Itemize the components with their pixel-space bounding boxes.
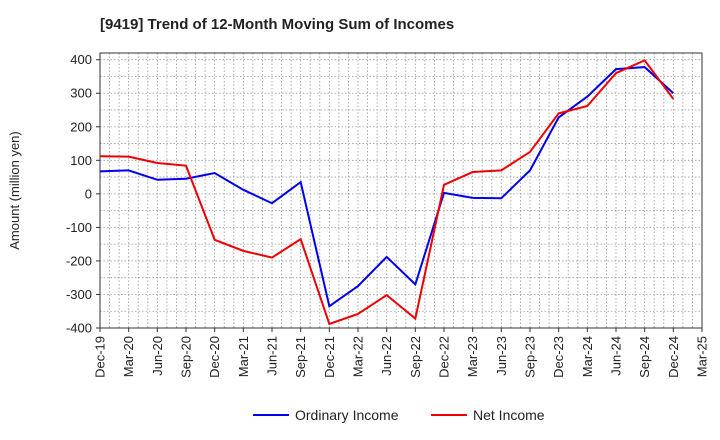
series-line-ordinary-income <box>99 66 675 308</box>
legend-label: Net Income <box>473 407 545 423</box>
legend-label: Ordinary Income <box>295 407 399 423</box>
y-tick-label: -200 <box>66 253 92 268</box>
x-tick-label: Sep-23 <box>523 336 538 378</box>
x-tick-label: Mar-20 <box>121 336 136 377</box>
x-tick-label: Jun-20 <box>150 336 165 376</box>
x-tick-label: Mar-21 <box>236 336 251 377</box>
x-tick-label: Sep-24 <box>637 336 652 378</box>
x-tick-label: Dec-21 <box>322 336 337 378</box>
x-tick-label: Jun-21 <box>265 336 280 376</box>
x-tick-label: Sep-22 <box>408 336 423 378</box>
x-tick-label: Dec-24 <box>666 336 681 378</box>
x-tick-label: Dec-19 <box>93 336 108 378</box>
x-tick-label: Mar-22 <box>351 336 366 377</box>
x-tick-label: Mar-23 <box>465 336 480 377</box>
y-tick-label: -100 <box>66 220 92 235</box>
x-tick-label: Dec-23 <box>551 336 566 378</box>
plot-area <box>100 53 702 328</box>
chart-title: [9419] Trend of 12-Month Moving Sum of I… <box>100 16 455 33</box>
x-tick-label: Jun-24 <box>609 336 624 376</box>
x-tick-label: Dec-20 <box>207 336 222 378</box>
y-tick-label: -300 <box>66 287 92 302</box>
x-tick-label: Dec-22 <box>437 336 452 378</box>
x-tick-label: Sep-21 <box>293 336 308 378</box>
series-layer <box>99 59 675 326</box>
y-axis-label: Amount (million yen) <box>7 131 22 250</box>
legend: Ordinary Income Net Income <box>253 407 545 423</box>
y-tick-label: 0 <box>85 186 92 201</box>
plot-background <box>100 53 702 328</box>
x-tick-label: Mar-24 <box>580 336 595 377</box>
y-tick-label: 100 <box>70 153 92 168</box>
x-tick-label: Jun-22 <box>379 336 394 376</box>
y-tick-label: 300 <box>70 86 92 101</box>
x-tick-label: Sep-20 <box>179 336 194 378</box>
y-tick-label: 400 <box>70 52 92 67</box>
x-tick-label: Mar-25 <box>695 336 710 377</box>
y-tick-label: 200 <box>70 119 92 134</box>
x-tick-label: Jun-23 <box>494 336 509 376</box>
series-line-net-income <box>99 59 675 326</box>
y-tick-label: -400 <box>66 321 92 336</box>
plot-frame <box>99 52 703 329</box>
